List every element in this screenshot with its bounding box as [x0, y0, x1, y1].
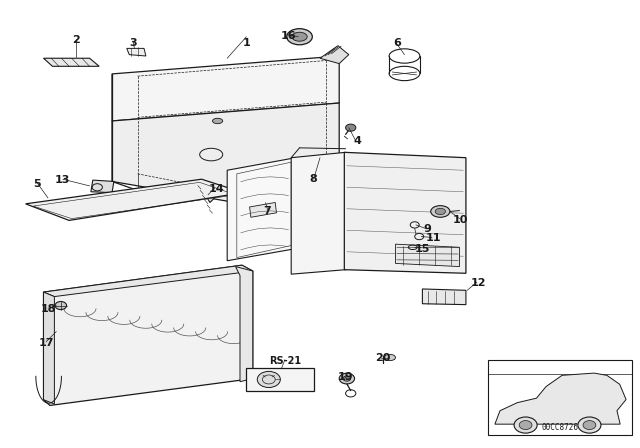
Text: RS-21: RS-21	[269, 356, 301, 366]
Polygon shape	[91, 180, 114, 193]
Text: 5: 5	[33, 179, 41, 189]
Text: 9: 9	[424, 224, 431, 234]
Polygon shape	[246, 368, 314, 391]
Polygon shape	[44, 265, 253, 405]
Polygon shape	[320, 46, 349, 64]
Ellipse shape	[212, 118, 223, 124]
Ellipse shape	[435, 208, 445, 215]
Polygon shape	[44, 292, 54, 404]
Polygon shape	[236, 267, 253, 382]
Text: 6: 6	[393, 38, 401, 47]
Text: 19: 19	[338, 372, 353, 382]
Polygon shape	[44, 265, 253, 297]
Polygon shape	[291, 152, 346, 274]
Ellipse shape	[287, 29, 312, 45]
Text: 3: 3	[129, 38, 137, 47]
Ellipse shape	[55, 302, 67, 310]
Polygon shape	[396, 244, 460, 267]
Text: 12: 12	[471, 278, 486, 288]
Ellipse shape	[346, 124, 356, 131]
Text: 10: 10	[453, 215, 468, 224]
Ellipse shape	[578, 417, 601, 433]
Text: 14: 14	[209, 184, 224, 194]
Ellipse shape	[384, 354, 396, 361]
Polygon shape	[44, 58, 99, 66]
Polygon shape	[495, 373, 626, 424]
Bar	[488, 360, 632, 435]
Polygon shape	[204, 192, 216, 202]
Text: 18: 18	[40, 304, 56, 314]
Text: 7: 7	[264, 206, 271, 215]
Text: 17: 17	[38, 338, 54, 348]
Polygon shape	[127, 48, 146, 56]
Polygon shape	[112, 103, 339, 206]
Ellipse shape	[292, 32, 307, 41]
Polygon shape	[112, 56, 339, 121]
Polygon shape	[250, 202, 276, 217]
Ellipse shape	[257, 371, 280, 388]
Text: 00CC8726: 00CC8726	[541, 423, 578, 432]
Ellipse shape	[583, 421, 596, 430]
Text: 8: 8	[310, 174, 317, 184]
Ellipse shape	[339, 373, 355, 384]
Text: 15: 15	[415, 244, 430, 254]
Text: 20: 20	[375, 353, 390, 363]
Polygon shape	[344, 152, 466, 273]
Text: 2: 2	[72, 35, 79, 45]
Text: 11: 11	[426, 233, 442, 243]
Ellipse shape	[431, 206, 450, 217]
Text: 13: 13	[55, 175, 70, 185]
Text: 4: 4	[353, 136, 361, 146]
Polygon shape	[26, 179, 243, 220]
Ellipse shape	[343, 376, 351, 381]
Polygon shape	[227, 158, 296, 261]
Ellipse shape	[519, 421, 532, 430]
Text: 16: 16	[280, 31, 296, 41]
Polygon shape	[422, 289, 466, 305]
Text: 1: 1	[243, 38, 250, 47]
Ellipse shape	[514, 417, 537, 433]
Bar	[589, 399, 607, 409]
